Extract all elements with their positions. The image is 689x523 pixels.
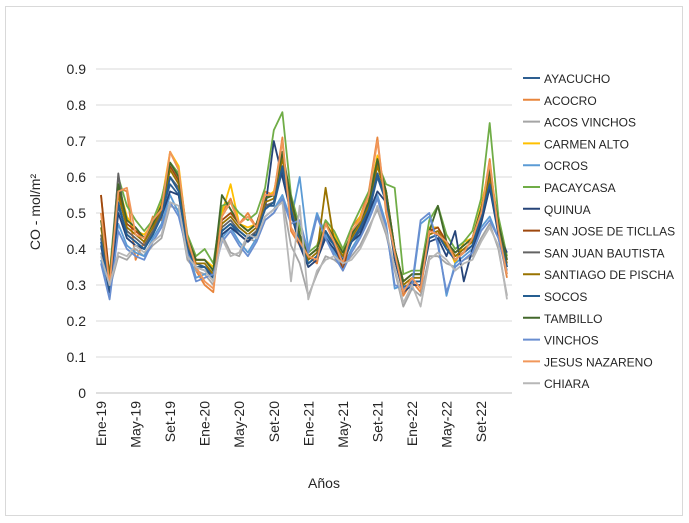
legend-label: SANTIAGO DE PISCHA xyxy=(544,268,674,282)
legend-label: CHIARA xyxy=(544,377,589,391)
x-tick-label: May-20 xyxy=(231,401,247,448)
line-chart: 0 0.1 0.2 0.3 0.4 0.5 0.6 0.7 0.8 0.9 Ene-19 May-1… xyxy=(27,61,675,491)
legend-label: SAN JOSE DE TICLLAS xyxy=(544,225,675,239)
y-tick-label: 0.1 xyxy=(67,349,87,365)
y-tick-label: 0.7 xyxy=(67,133,87,149)
legend-label: TAMBILLO xyxy=(544,312,602,326)
series-line-ayacucho xyxy=(100,168,508,290)
y-tick-label: 0.4 xyxy=(67,241,87,257)
x-tick-label: Set-19 xyxy=(162,401,178,442)
x-tick-label: Set-20 xyxy=(266,401,282,442)
y-tick-label: 0.9 xyxy=(67,61,87,77)
legend-label: ACOS VINCHOS xyxy=(544,116,636,130)
x-tick-label: Set-21 xyxy=(369,401,385,442)
legend-label: SOCOS xyxy=(544,290,587,304)
legend-label: SAN JUAN BAUTISTA xyxy=(544,246,664,260)
series-lines xyxy=(100,111,508,308)
x-tick-label: Set-22 xyxy=(473,401,489,442)
x-axis-ticks: Ene-19 May-19 Set-19 Ene-20 May-20 Set-20 Ene-… xyxy=(93,401,489,448)
x-axis-label: Años xyxy=(308,475,340,491)
y-tick-label: 0.5 xyxy=(67,205,87,221)
y-tick-label: 0.2 xyxy=(67,313,87,329)
x-tick-label: Ene-21 xyxy=(300,401,316,446)
x-tick-label: May-22 xyxy=(439,401,455,448)
x-tick-label: Ene-22 xyxy=(404,401,420,446)
legend-label: PACAYCASA xyxy=(544,181,616,195)
chart-frame: 0 0.1 0.2 0.3 0.4 0.5 0.6 0.7 0.8 0.9 Ene-19 May-1… xyxy=(5,6,683,516)
y-tick-label: 0.6 xyxy=(67,169,87,185)
y-tick-label: 0.3 xyxy=(67,277,87,293)
y-axis-ticks: 0 0.1 0.2 0.3 0.4 0.5 0.6 0.7 0.8 0.9 xyxy=(67,61,87,401)
y-tick-label: 0.8 xyxy=(67,97,87,113)
x-tick-label: Ene-19 xyxy=(93,401,109,446)
legend-label: VINCHOS xyxy=(544,334,599,348)
x-tick-label: May-21 xyxy=(335,401,351,448)
series-line-chiara xyxy=(100,201,508,308)
legend-label: CARMEN ALTO xyxy=(544,137,629,151)
x-tick-label: May-19 xyxy=(128,401,144,448)
legend-label: QUINUA xyxy=(544,203,591,217)
legend-label: ACOCRO xyxy=(544,94,597,108)
legend-label: AYACUCHO xyxy=(544,72,610,86)
y-axis-label: CO - mol/m² xyxy=(27,174,43,251)
legend-label: JESUS NAZARENO xyxy=(544,355,653,369)
legend-label: OCROS xyxy=(544,159,588,173)
y-tick-label: 0 xyxy=(78,385,86,401)
x-tick-label: Ene-20 xyxy=(197,401,213,446)
legend: AYACUCHO ACOCRO ACOS VINCHOS CARMEN ALTO OCR… xyxy=(523,72,675,391)
